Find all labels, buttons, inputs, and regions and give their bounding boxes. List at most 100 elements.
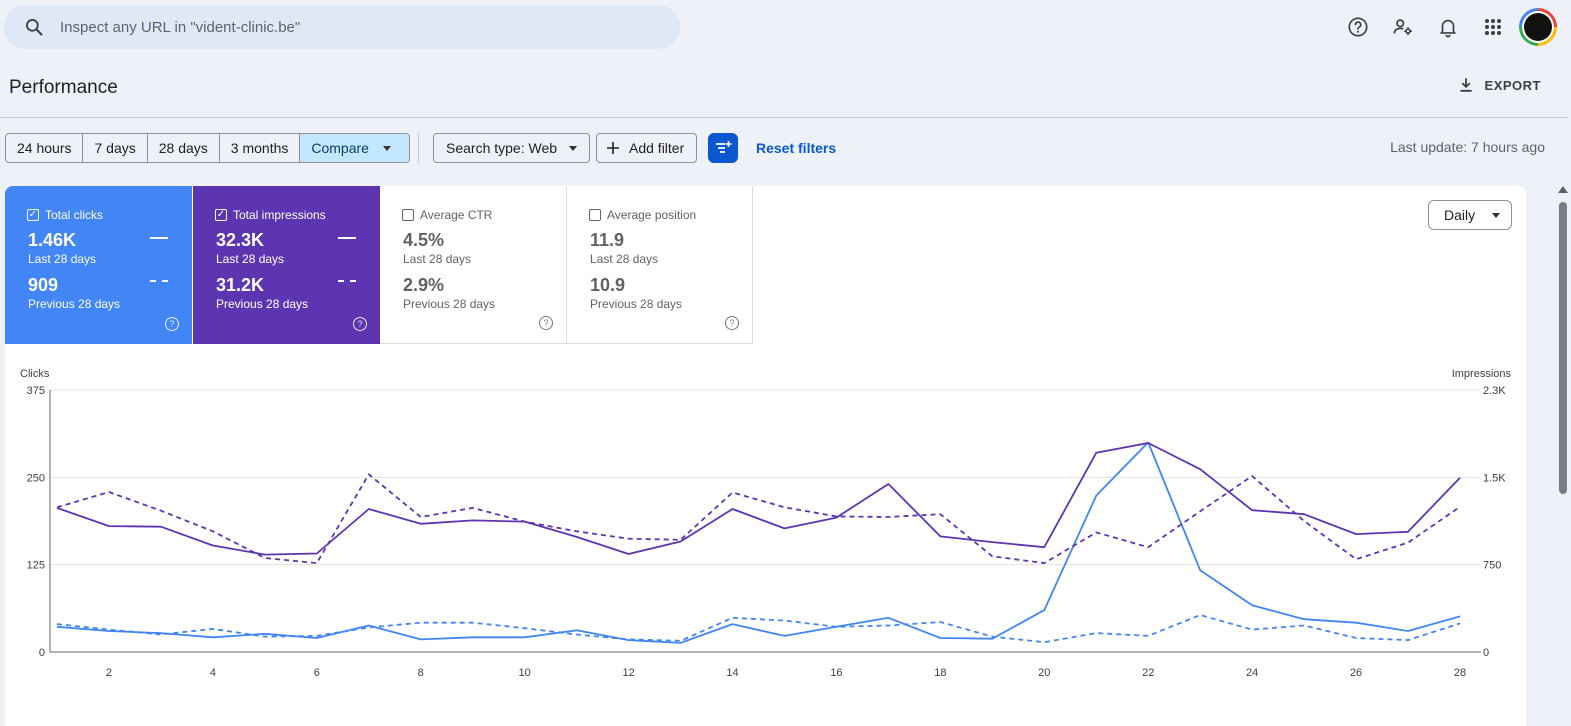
- date-range-selector: 24 hours 7 days 28 days 3 months Compare: [5, 133, 410, 163]
- help-icon[interactable]: [1335, 8, 1380, 46]
- x-tick-label: 10: [519, 667, 531, 679]
- apps-grid-icon[interactable]: [1470, 8, 1515, 46]
- metric-previous-value: 909: [28, 275, 59, 295]
- filter-add-icon: [716, 141, 732, 153]
- y-axis-right-title: Impressions: [1452, 368, 1512, 380]
- x-tick-label: 22: [1142, 667, 1154, 679]
- metric-current-value: 1.46K: [28, 230, 77, 250]
- series-line-total-clicks-dashed: [56, 614, 1461, 644]
- range-24-hours[interactable]: 24 hours: [6, 134, 84, 162]
- plus-icon: [607, 142, 619, 154]
- checkbox-unchecked-icon[interactable]: [402, 209, 414, 221]
- chevron-down-icon: [569, 145, 578, 151]
- help-icon[interactable]: ?: [725, 316, 739, 330]
- performance-card: ✓ Total clicks 1.46K Last 28 days 909 Pre…: [5, 186, 1526, 726]
- y-left-tick-label: 250: [27, 472, 45, 484]
- chevron-down-icon: [1492, 212, 1501, 218]
- y-left-tick-label: 375: [27, 385, 45, 397]
- export-label: EXPORT: [1484, 77, 1541, 93]
- metric-previous-period: Previous 28 days: [216, 297, 309, 311]
- range-3-months[interactable]: 3 months: [220, 134, 301, 162]
- reset-filters-link[interactable]: Reset filters: [756, 140, 837, 156]
- x-tick-label: 8: [418, 667, 424, 679]
- metric-current-value: 32.3K: [216, 230, 265, 250]
- metric-total-clicks[interactable]: ✓ Total clicks 1.46K Last 28 days 909 Pre…: [5, 186, 192, 344]
- x-tick-label: 6: [314, 667, 320, 679]
- x-tick-label: 28: [1454, 667, 1466, 679]
- y-right-tick-label: 750: [1483, 560, 1501, 572]
- x-tick-label: 2: [106, 667, 112, 679]
- metric-previous-period: Previous 28 days: [403, 297, 496, 311]
- dashed-line-legend-icon: [150, 280, 168, 282]
- series-line-total-impressions-solid: [56, 442, 1461, 556]
- metric-label: Average position: [607, 208, 697, 222]
- metric-previous-value: 31.2K: [216, 275, 265, 295]
- granularity-dropdown[interactable]: Daily: [1428, 200, 1512, 230]
- scrollbar-thumb[interactable]: [1559, 202, 1567, 494]
- search-type-dropdown[interactable]: Search type: Web: [433, 133, 591, 163]
- x-tick-label: 12: [622, 667, 634, 679]
- compare-dropdown[interactable]: Compare: [300, 134, 409, 162]
- top-bar: Inspect any URL in "vident-clinic.be": [0, 0, 1571, 54]
- export-button[interactable]: EXPORT: [1457, 76, 1541, 94]
- solid-line-legend-icon: [150, 237, 168, 239]
- checkbox-checked-icon[interactable]: ✓: [215, 209, 227, 221]
- metric-previous-value: 10.9: [590, 275, 626, 295]
- x-tick-label: 14: [726, 667, 738, 679]
- add-filter-button[interactable]: Add filter: [596, 133, 698, 163]
- search-type-label: Search type: Web: [446, 140, 558, 156]
- filter-divider: [418, 133, 419, 163]
- x-tick-label: 4: [210, 667, 216, 679]
- x-tick-label: 26: [1350, 667, 1362, 679]
- solid-line-legend-icon: [338, 237, 356, 239]
- metric-current-value: 4.5%: [403, 230, 445, 250]
- metric-label: Total impressions: [233, 208, 326, 222]
- y-axis-left-title: Clicks: [20, 368, 50, 380]
- page-scrollbar[interactable]: [1555, 180, 1571, 722]
- notifications-icon[interactable]: [1425, 8, 1470, 46]
- compare-label: Compare: [311, 140, 369, 156]
- filter-settings-button[interactable]: [708, 133, 738, 163]
- range-7-days[interactable]: 7 days: [83, 134, 148, 162]
- y-left-tick-label: 0: [39, 647, 45, 659]
- metric-previous-period: Previous 28 days: [590, 297, 683, 311]
- download-icon: [1459, 78, 1472, 92]
- metric-total-impressions[interactable]: ✓ Total impressions 32.3K Last 28 days 31…: [193, 186, 380, 344]
- search-icon: [26, 19, 43, 36]
- y-right-tick-label: 1.5K: [1483, 472, 1506, 484]
- series-line-total-clicks-solid: [56, 441, 1461, 644]
- x-tick-label: 18: [934, 667, 946, 679]
- metric-label: Average CTR: [420, 208, 493, 222]
- header-icon-group: [1335, 8, 1557, 46]
- checkbox-unchecked-icon[interactable]: [589, 209, 601, 221]
- add-filter-label: Add filter: [629, 140, 685, 156]
- checkbox-checked-icon[interactable]: ✓: [27, 209, 39, 221]
- metric-average-position[interactable]: Average position 11.9 Last 28 days 10.9 …: [567, 186, 753, 344]
- avatar-image: [1524, 13, 1552, 41]
- page-title: Performance: [9, 77, 118, 98]
- granularity-label: Daily: [1444, 207, 1476, 223]
- search-placeholder[interactable]: Inspect any URL in "vident-clinic.be": [60, 18, 301, 36]
- metric-previous-value: 2.9%: [403, 275, 445, 295]
- metric-current-period: Last 28 days: [403, 252, 472, 266]
- help-icon[interactable]: ?: [353, 317, 367, 331]
- url-inspection-search[interactable]: Inspect any URL in "vident-clinic.be": [4, 5, 680, 49]
- account-avatar[interactable]: [1519, 8, 1557, 46]
- metric-previous-period: Previous 28 days: [28, 297, 121, 311]
- y-right-tick-label: 2.3K: [1483, 385, 1506, 397]
- y-right-tick-label: 0: [1483, 647, 1489, 659]
- help-icon[interactable]: ?: [165, 317, 179, 331]
- header-divider: [0, 117, 1568, 118]
- range-28-days[interactable]: 28 days: [148, 134, 220, 162]
- metric-current-period: Last 28 days: [216, 252, 285, 266]
- metric-current-value: 11.9: [590, 230, 625, 250]
- scroll-up-arrow-icon[interactable]: [1558, 186, 1568, 193]
- x-tick-label: 20: [1038, 667, 1050, 679]
- metric-current-period: Last 28 days: [590, 252, 659, 266]
- manage-users-icon[interactable]: [1380, 8, 1425, 46]
- chevron-down-icon: [382, 145, 391, 151]
- metric-average-ctr[interactable]: Average CTR 4.5% Last 28 days 2.9% Previ…: [380, 186, 567, 344]
- performance-chart: Clicks Impressions 375 2.3K 250 1.5K 125 750 0 0 2…: [20, 368, 1512, 679]
- dashed-line-legend-icon: [338, 280, 356, 282]
- help-icon[interactable]: ?: [539, 316, 553, 330]
